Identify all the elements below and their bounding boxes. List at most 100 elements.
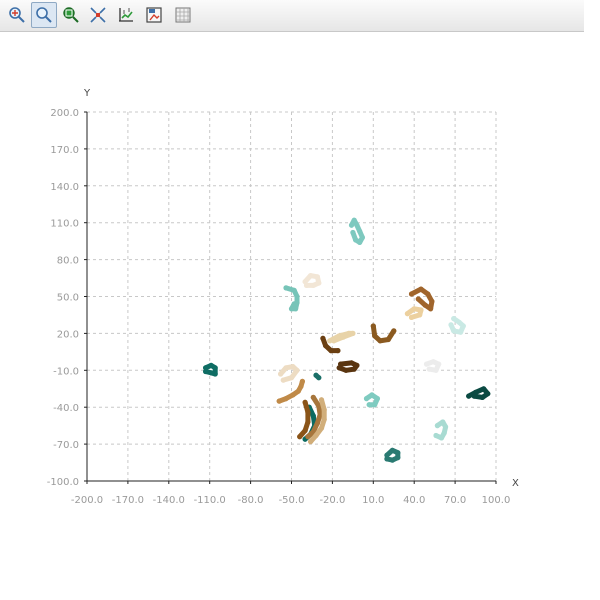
data-point xyxy=(411,306,417,312)
y-axis-title: Y xyxy=(83,88,91,99)
data-point xyxy=(370,323,376,329)
data-cluster xyxy=(305,394,323,440)
data-point xyxy=(288,306,295,312)
data-cluster xyxy=(363,392,380,408)
y-tick-label: 170.0 xyxy=(50,145,79,156)
data-cluster xyxy=(404,306,424,320)
data-cluster xyxy=(320,335,341,354)
data-point xyxy=(372,333,378,339)
data-point xyxy=(212,365,218,371)
data-point xyxy=(451,328,457,334)
data-point xyxy=(372,402,378,408)
y-tick-label: -100.0 xyxy=(47,477,79,488)
toolbar xyxy=(0,0,584,32)
data-point xyxy=(391,328,397,334)
data-point xyxy=(314,420,320,426)
data-point xyxy=(430,359,436,365)
data-cluster xyxy=(448,316,466,335)
cluster-trace xyxy=(320,335,341,354)
fit-view-button[interactable] xyxy=(85,2,111,28)
data-point xyxy=(203,365,209,371)
data-point xyxy=(208,370,214,376)
data-point xyxy=(460,323,466,329)
data-point xyxy=(363,396,370,402)
data-point xyxy=(408,314,415,320)
data-point xyxy=(321,416,327,423)
data-point xyxy=(317,412,323,418)
x-tick-label: 100.0 xyxy=(482,495,511,506)
data-clusters xyxy=(203,217,491,463)
data-point xyxy=(479,394,485,400)
data-point xyxy=(321,407,327,413)
data-point xyxy=(294,367,300,373)
grid xyxy=(86,111,497,482)
data-point xyxy=(316,375,322,381)
data-point xyxy=(310,282,316,288)
data-point xyxy=(308,273,314,279)
data-point xyxy=(448,322,454,328)
data-point xyxy=(290,392,296,398)
data-point xyxy=(335,348,341,354)
data-point xyxy=(314,274,320,280)
y-tick-label: 80.0 xyxy=(57,256,79,267)
data-point xyxy=(283,396,289,402)
data-cluster xyxy=(384,447,401,463)
x-tick-label: 10.0 xyxy=(362,495,384,506)
data-point xyxy=(305,434,311,440)
zoom-region-icon xyxy=(63,7,79,23)
data-point xyxy=(310,413,316,419)
data-point xyxy=(308,439,314,445)
data-point xyxy=(328,348,334,354)
y-tick-label: -70.0 xyxy=(53,440,79,451)
data-point xyxy=(485,391,491,397)
data-cluster xyxy=(336,360,360,373)
zoom-out-icon xyxy=(36,7,52,23)
y-tick-label: 200.0 xyxy=(50,108,79,119)
data-point xyxy=(384,452,390,458)
data-cluster xyxy=(327,330,356,344)
x-axis-title: X xyxy=(512,478,519,489)
data-point xyxy=(441,430,447,436)
data-point xyxy=(348,360,355,366)
data-point xyxy=(369,392,375,398)
data-point xyxy=(320,335,326,341)
zoom-out-button[interactable] xyxy=(31,2,57,28)
data-point xyxy=(298,383,304,389)
data-point xyxy=(440,419,446,425)
data-cluster xyxy=(370,323,397,344)
x-tick-label: 70.0 xyxy=(444,495,466,506)
data-point xyxy=(310,394,316,400)
data-point xyxy=(303,282,310,288)
x-tick-label: -200.0 xyxy=(71,495,103,506)
data-cluster xyxy=(408,286,435,312)
zoom-in-button[interactable] xyxy=(4,2,30,28)
data-point xyxy=(327,338,333,344)
data-point xyxy=(291,301,297,307)
data-cluster xyxy=(283,285,300,312)
data-point xyxy=(422,302,428,308)
zoom-region-button[interactable] xyxy=(58,2,84,28)
grid-toggle-button[interactable] xyxy=(170,2,196,28)
data-point xyxy=(336,333,342,339)
x-tick-label: -170.0 xyxy=(112,495,144,506)
data-point xyxy=(351,366,357,372)
data-point xyxy=(343,367,349,373)
save-image-button[interactable] xyxy=(141,2,167,28)
data-point xyxy=(389,457,395,463)
data-point xyxy=(357,228,363,234)
data-point xyxy=(346,330,352,336)
x-tick-label: -140.0 xyxy=(153,495,185,506)
data-point xyxy=(350,229,356,236)
data-point xyxy=(417,312,423,318)
data-point xyxy=(310,429,316,435)
data-point xyxy=(313,432,319,439)
data-cluster xyxy=(302,273,322,288)
data-point xyxy=(318,397,325,403)
data-cluster xyxy=(313,372,322,381)
data-point xyxy=(384,456,390,462)
axis-settings-button[interactable] xyxy=(113,2,139,28)
data-point xyxy=(359,234,365,241)
data-cluster xyxy=(423,359,442,373)
data-point xyxy=(425,291,431,297)
